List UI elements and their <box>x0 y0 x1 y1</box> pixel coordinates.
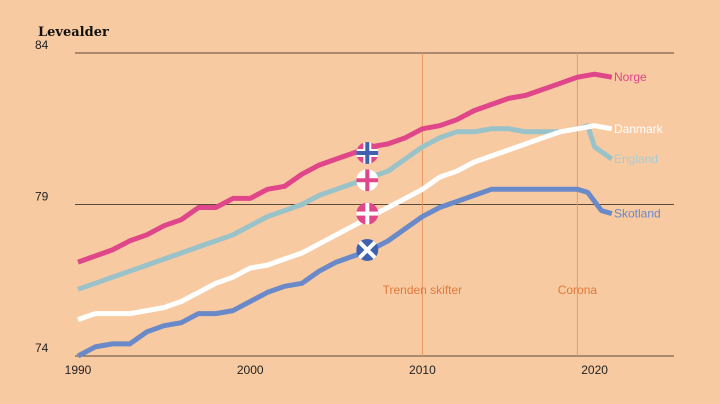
flag-scotland-icon <box>356 238 379 261</box>
series-layer <box>76 71 614 359</box>
chart-title: Levealder <box>38 25 109 40</box>
series-line-danmark <box>77 123 613 322</box>
flag-cross-v <box>365 169 370 192</box>
annotation-layer: Trenden skifter Corona <box>383 53 598 356</box>
y-tick-label-79: 79 <box>35 190 49 204</box>
annotation-label-1: Corona <box>558 283 598 297</box>
flag-layer <box>356 141 379 261</box>
series-label-skotland: Skotland <box>614 207 661 221</box>
x-tick-label-2010: 2010 <box>409 363 436 377</box>
flag-norway-icon <box>356 141 379 164</box>
flag-saltire-b <box>356 238 379 261</box>
series-label-norge: Norge <box>614 70 647 84</box>
x-tick-label-2020: 2020 <box>581 363 608 377</box>
series-line-skotland <box>76 186 613 359</box>
series-label-england: England <box>614 152 658 166</box>
x-tick-label-1990: 1990 <box>65 363 92 377</box>
flag-cross-v <box>365 202 370 225</box>
annotation-label-0: Trenden skifter <box>383 283 463 297</box>
y-tick-label-84: 84 <box>35 38 49 52</box>
flag-england-icon <box>356 169 379 192</box>
series-label-danmark: Danmark <box>614 122 664 136</box>
series-line-england <box>77 123 614 292</box>
series-line-norge <box>77 71 613 265</box>
label-layer: Norge Danmark England Skotland <box>614 70 664 220</box>
y-tick-label-74: 74 <box>35 341 49 355</box>
flag-blue-v <box>365 141 370 164</box>
grid-layer: 74 79 84 1990 2000 2010 2020 <box>35 38 674 377</box>
x-tick-label-2000: 2000 <box>237 363 264 377</box>
flag-denmark-icon <box>356 202 379 225</box>
